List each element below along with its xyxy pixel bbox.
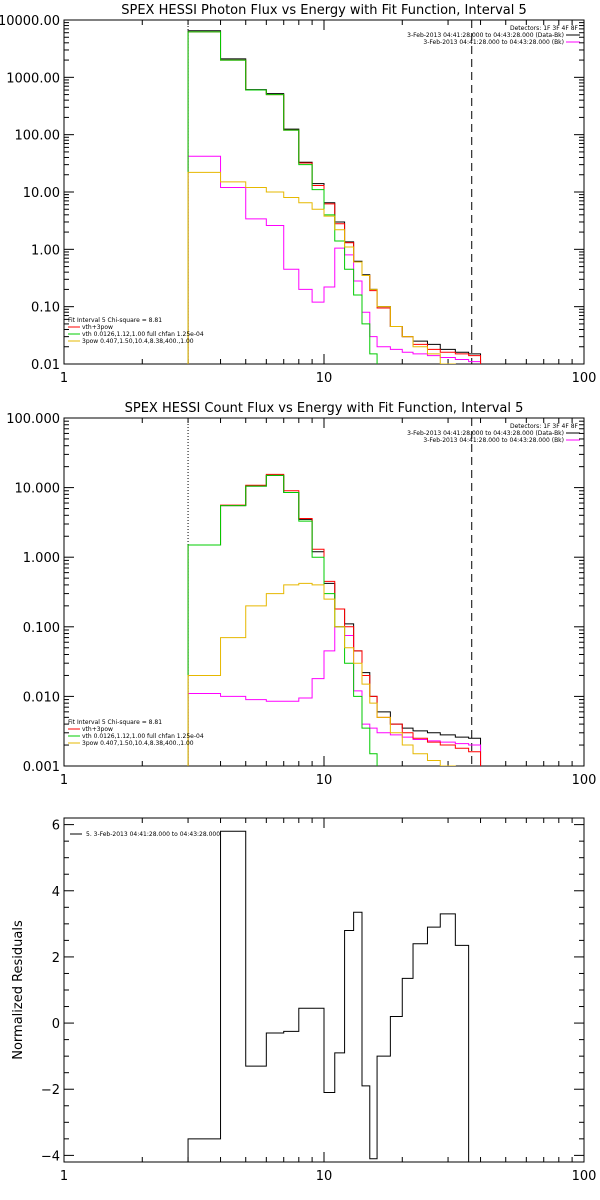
x-tick-label: 1 [60,773,68,788]
plot-frame [63,817,585,1163]
series-line [187,582,482,766]
legend-entry: 3-Feb-2013 04:41:28.000 to 04:43:28.000 … [407,32,564,39]
legend-entry: vth 0.0126,1.12,1.00 full chfan 1.25e-04 [82,733,204,740]
series-group [187,830,470,1162]
x-tick-label: 10 [316,1169,333,1184]
chart-title: SPEX HESSI Photon Flux vs Energy with Fi… [121,3,527,18]
y-tick-label: 2 [52,951,60,966]
y-tick-label: 10.000 [15,482,61,497]
y-tick-label: −4 [41,1149,60,1164]
y-tick-label: 10000.00 [0,14,60,29]
legend-entry: vth 0.0126,1.12,1.00 full chfan 1.25e-04 [82,331,204,338]
y-tick-label: 1.000 [23,551,60,566]
series-line [187,830,470,1162]
x-tick-label: 10 [316,371,333,386]
series-group [187,30,482,364]
panel-1: SPEX HESSI Photon Flux vs Energy with Fi… [0,3,596,386]
series-group [187,473,482,766]
y-tick-label: 1.00 [31,243,60,258]
y-tick-label: 100.000 [6,412,60,427]
series-line [187,171,482,364]
series-line [187,30,482,364]
legend-entry: Fit Interval 5 Chi-square = 8.81 [68,317,162,324]
y-tick-label: 0.100 [23,621,60,636]
y-axis-label: Normalized Residuals [11,920,26,1060]
legend-entry: Detectors: 1F 3F 4F 8F [510,423,579,430]
y-tick-label: 0.001 [23,760,60,775]
legend-entry: 3-Feb-2013 04:41:28.000 to 04:43:28.000 … [423,437,564,444]
panel-3: 1 10 100 −4 −2 0 2 4 6 Normalized Residuals 5. 3-F… [11,817,597,1184]
x-tick-label: 10 [316,773,333,788]
x-tick-label: 100 [572,773,597,788]
series-line [187,626,482,766]
legend-entry: vth+3pow [82,324,113,331]
series-line [187,31,482,364]
series-line [187,155,482,364]
y-tick-label: 0.01 [31,358,60,373]
y-tick-label: 0 [52,1017,60,1032]
legend-entry: 3pow 0.407,1.50,10.4,8.38,400.,1.00 [82,338,194,345]
y-tick-label: 0.10 [31,301,60,316]
panel-2: SPEX HESSI Count Flux vs Energy with Fit… [6,401,596,788]
y-tick-label: −2 [41,1083,60,1098]
y-tick-label: 0.010 [23,690,60,705]
series-line [187,473,482,766]
x-tick-label: 1 [60,371,68,386]
y-tick-label: 100.00 [15,129,61,144]
y-tick-label: 10.00 [23,186,60,201]
y-tick-label: 4 [52,885,60,900]
chart-title: SPEX HESSI Count Flux vs Energy with Fit… [125,401,524,416]
legend-entry: 5. 3-Feb-2013 04:41:28.000 to 04:43:28.0… [86,831,220,838]
legend-entry: Detectors: 1F 3F 4F 8F [510,25,579,32]
y-tick-label: 1000.00 [6,71,60,86]
legend-entry: 3-Feb-2013 04:41:28.000 to 04:43:28.000 … [423,39,564,46]
x-tick-label: 100 [572,1169,597,1184]
legend-entry: vth+3pow [82,726,113,733]
legend-entry: 3pow 0.407,1.50,10.4,8.38,400.,1.00 [82,740,194,747]
y-tick-label: 6 [52,819,60,834]
legend-entry: Fit Interval 5 Chi-square = 8.81 [68,719,162,726]
legend-entry: 3-Feb-2013 04:41:28.000 to 04:43:28.000 … [407,430,564,437]
x-tick-label: 100 [572,371,597,386]
x-tick-label: 1 [60,1169,68,1184]
